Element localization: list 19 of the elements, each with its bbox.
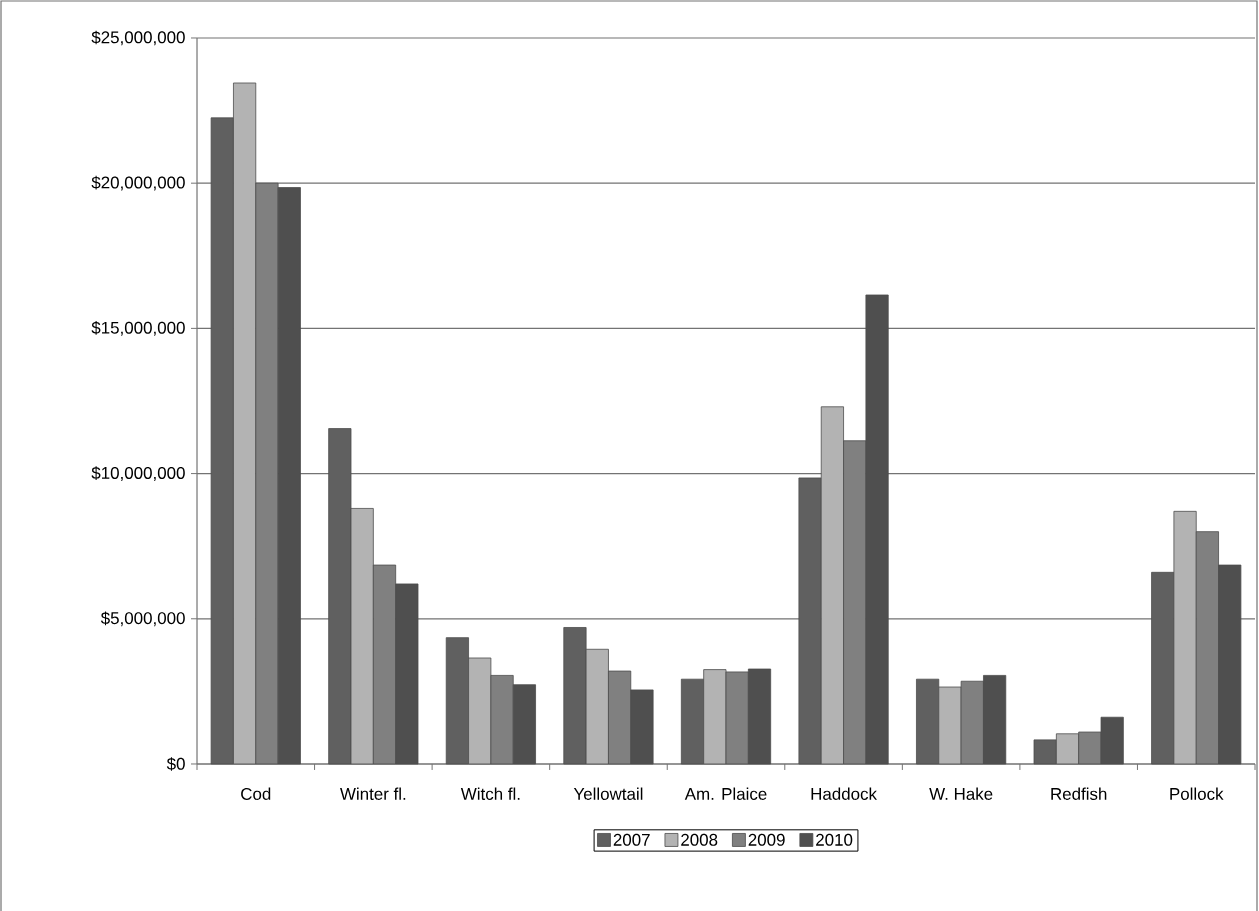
x-tick-label: Cod: [241, 787, 271, 800]
y-tick-label: $5,000,000: [100, 611, 185, 627]
y-tick-label: $15,000,000: [91, 321, 185, 336]
x-tick-label: Redfish: [1051, 787, 1107, 800]
y-tick-label: $0: [166, 757, 185, 771]
y-tick-label: $10,000,000: [91, 466, 185, 481]
x-tick-label: Yellowtail: [573, 787, 643, 800]
x-tick-label: Witch fl.: [460, 787, 520, 800]
x-tick-label: Haddock: [811, 787, 878, 800]
x-tick-label: Winter fl.: [340, 787, 406, 800]
legend-label: 2010: [816, 833, 853, 846]
x-tick-label: Am. Plaice: [684, 787, 767, 800]
y-tick-label: $20,000,000: [91, 175, 185, 191]
x-tick-label: W. Hake: [929, 787, 993, 800]
y-tick-label: $25,000,000: [91, 30, 185, 46]
legend-label: 2007: [613, 833, 650, 846]
legend-label: 2009: [748, 833, 785, 846]
x-tick-label: Pollock: [1170, 787, 1224, 800]
legend-label: 2008: [681, 833, 718, 846]
